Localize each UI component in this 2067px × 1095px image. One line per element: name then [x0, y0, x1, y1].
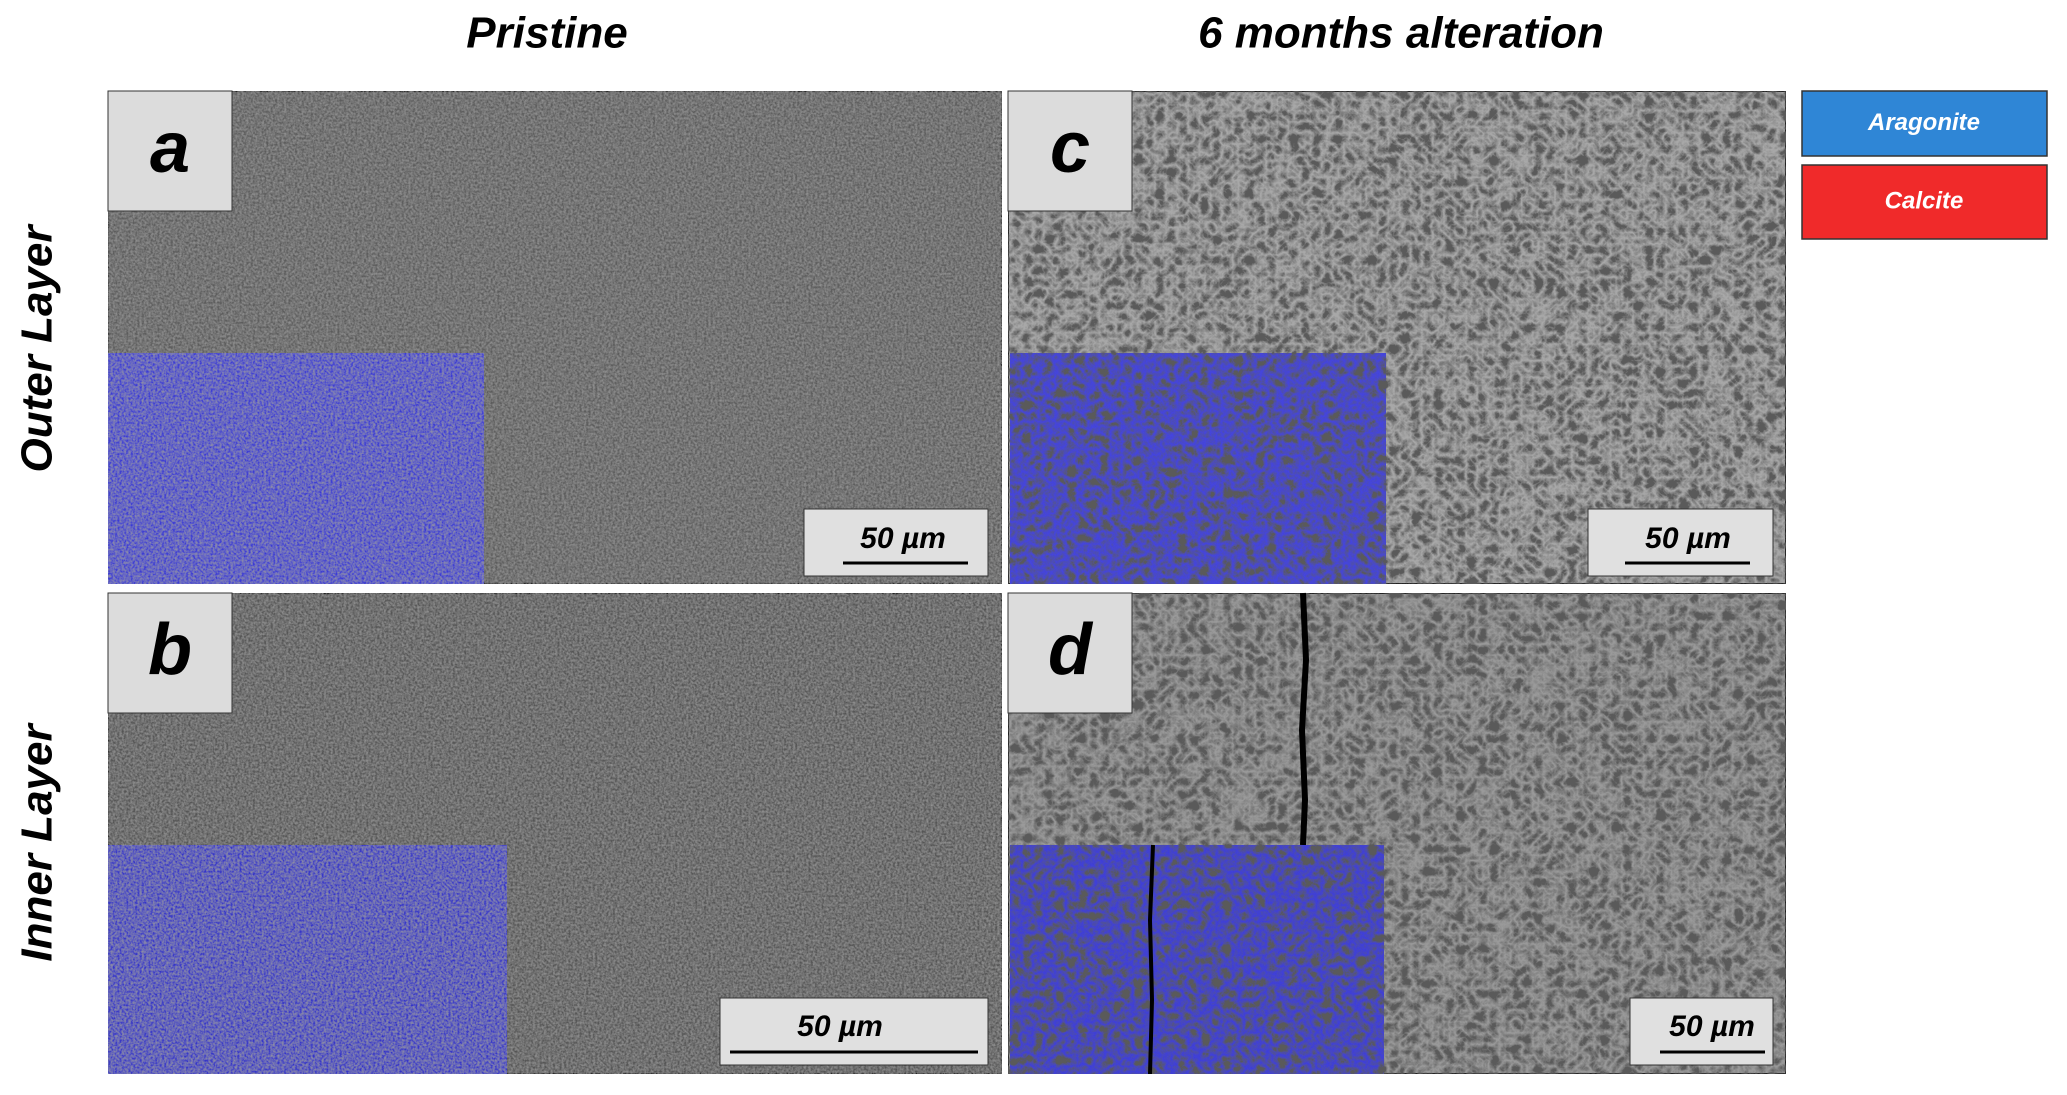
letter-box [107, 90, 233, 212]
panel: d 50 µm [1007, 592, 1787, 1075]
inset-map [1010, 353, 1386, 584]
scale-label: 50 µm [860, 522, 946, 555]
scale-box [719, 997, 989, 1066]
scale-box [1629, 997, 1774, 1066]
scale-label: 50 µm [797, 1010, 883, 1043]
scale-label: 50 µm [1669, 1010, 1755, 1043]
inset-map [1010, 845, 1384, 1074]
scale-box [803, 508, 989, 577]
column-title: Pristine [466, 9, 627, 58]
column-title: 6 months alteration [1198, 9, 1604, 58]
panel-letter: b [148, 610, 192, 690]
inset-map [108, 845, 507, 1074]
panel-letter: a [150, 108, 190, 188]
panel: a 50 µm [107, 90, 1003, 585]
crack [1298, 592, 1310, 846]
letter-box [1007, 90, 1133, 212]
letter-box [107, 592, 233, 714]
row-title: Outer Layer [13, 223, 62, 473]
scale-label: 50 µm [1645, 522, 1731, 555]
row-title: Inner Layer [13, 722, 62, 962]
letter-box [1007, 592, 1133, 714]
scale-box [1587, 508, 1774, 577]
legend-swatch [1801, 164, 2048, 240]
legend: Aragonite Calcite [1801, 90, 2048, 240]
panel-letter: c [1050, 108, 1090, 188]
inset-map [108, 353, 484, 584]
legend-swatch [1801, 90, 2048, 157]
panel: b 50 µm [107, 592, 1003, 1075]
legend-label: Aragonite [1867, 109, 1980, 136]
panel: c 50 µm [1007, 90, 1787, 585]
panel-letter: d [1048, 610, 1094, 690]
legend-label: Calcite [1885, 187, 1964, 214]
crack [1147, 844, 1155, 1075]
